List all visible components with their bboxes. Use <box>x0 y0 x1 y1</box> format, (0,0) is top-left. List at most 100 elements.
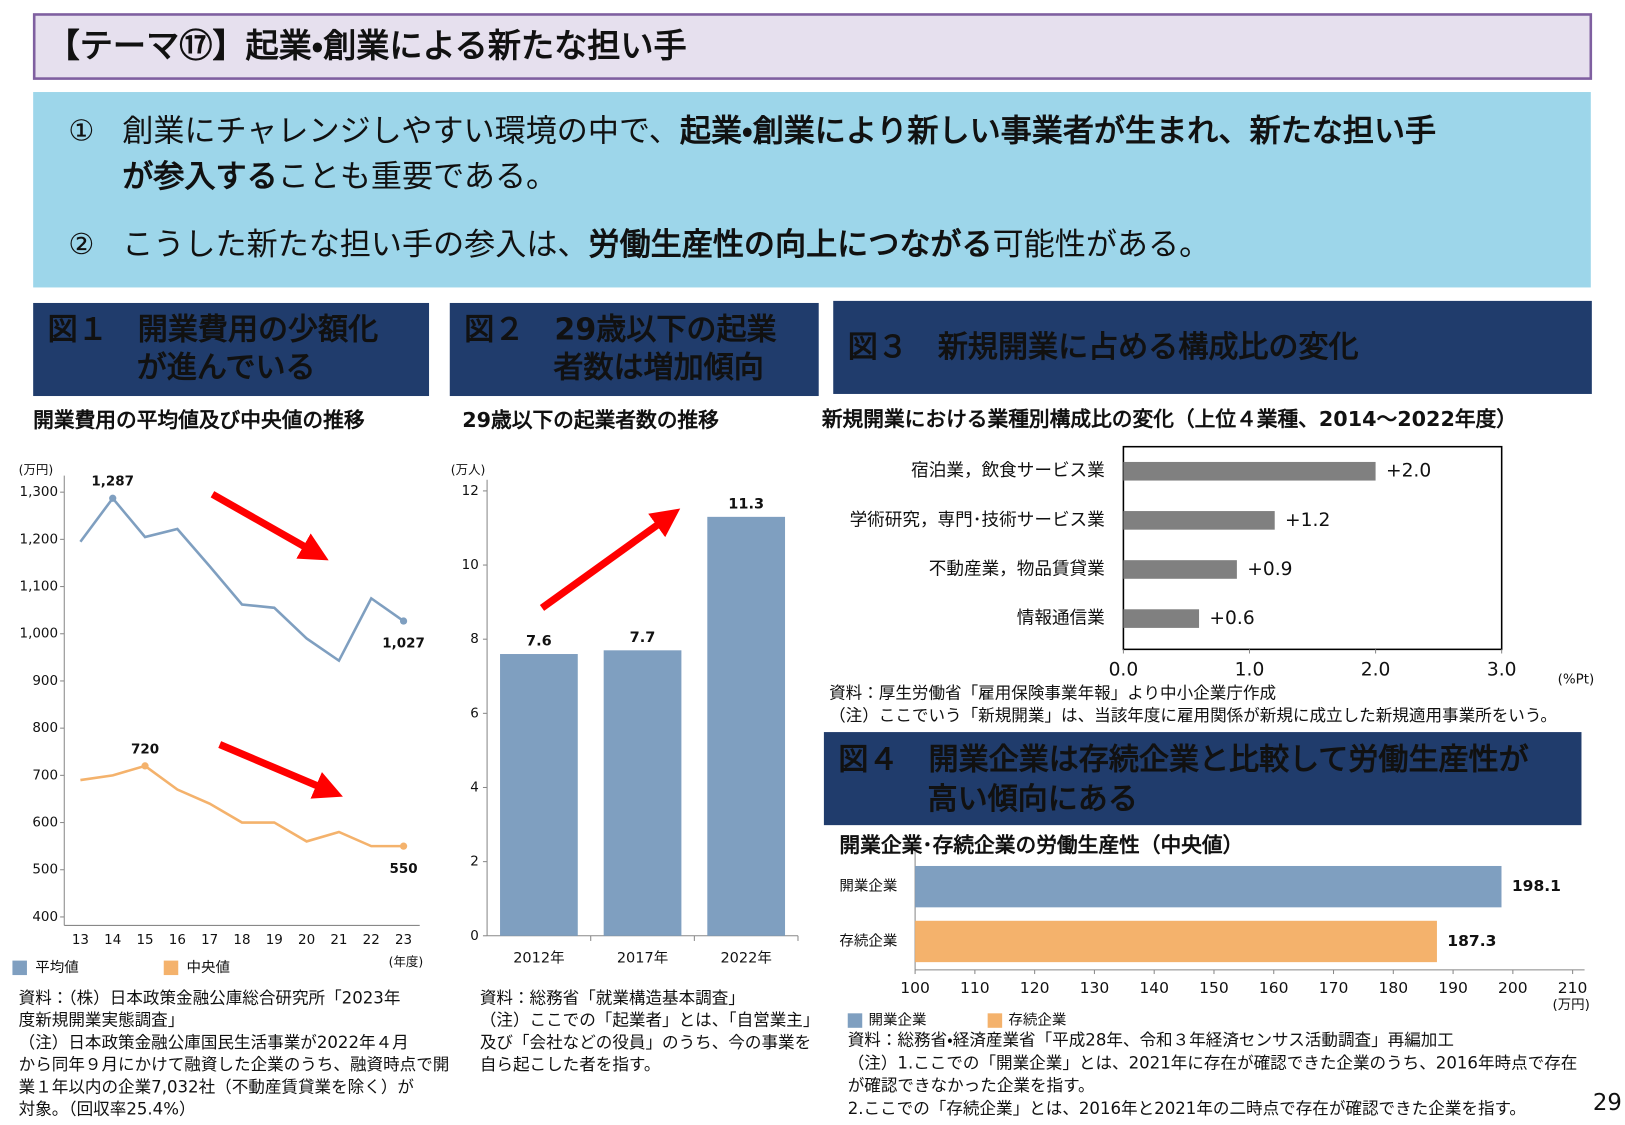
legend-label: 存続企業 <box>1008 1012 1066 1029</box>
point-marker: ② <box>68 227 94 261</box>
x-tick-label: 23 <box>395 933 412 948</box>
plot-frame <box>1122 445 1503 651</box>
y-tick-label: 1,000 <box>20 627 59 642</box>
chart-note: 自ら起こした者を指す。 <box>480 1055 661 1074</box>
x-unit: (年度) <box>389 954 424 969</box>
point-text: 創業にチャレンジしやすい環境の中で、 <box>122 113 680 149</box>
data-label: +2.0 <box>1386 461 1431 482</box>
chart-note: 2.ここでの「存続企業」とは、2016年と2021年の二時点で存在が確認できた企… <box>848 1099 1526 1118</box>
bar <box>915 865 1502 908</box>
chart-note: 資料：総務省「就業構造基本調査」 <box>480 988 745 1007</box>
x-tick-label: 150 <box>1199 979 1229 997</box>
bar <box>915 920 1437 963</box>
y-tick-label: 8 <box>470 632 479 647</box>
figure-heading: が進んでいる <box>137 351 316 386</box>
y-unit: (万人) <box>451 462 486 477</box>
x-tick-label: 19 <box>266 933 283 948</box>
chart-note: 資料：厚生労働省「雇用保険事業年報」より中小企業庁作成 <box>829 683 1276 702</box>
chart-note: 度新規開業実態調査」 <box>19 1011 185 1030</box>
point-text: 可能性がある。 <box>993 227 1211 263</box>
x-tick-label: 2.0 <box>1361 660 1391 681</box>
x-tick-label: 210 <box>1558 979 1588 997</box>
figure-heading: 図４ 開業企業は存続企業と比較して労働生産性が <box>838 743 1528 778</box>
point-marker: ① <box>68 113 94 147</box>
data-label: 187.3 <box>1447 932 1496 950</box>
chart-title: 29歳以下の起業者数の推移 <box>462 408 719 432</box>
chart-note: 対象。（回収率25.4%） <box>19 1100 196 1119</box>
data-label: 1,027 <box>382 637 425 652</box>
x-tick-label: 17 <box>201 933 218 948</box>
bar <box>1123 511 1275 530</box>
figure-heading: 者数は増加傾向 <box>553 351 763 386</box>
page-title: 【テーマ⑰】起業・創業による新たな担い手 <box>47 26 687 65</box>
chart-note: （注）日本政策金融公庫国民生活事業が2022年４月 <box>19 1033 409 1052</box>
y-tick-label: 12 <box>462 484 479 499</box>
x-tick-label: 14 <box>104 933 121 948</box>
trend-arrow <box>210 491 329 561</box>
data-label: 7.7 <box>630 630 656 646</box>
chart-note: が確認できなかった企業を指す。 <box>848 1076 1095 1095</box>
y-tick-label: 10 <box>462 558 479 573</box>
data-label: 1,287 <box>91 475 134 490</box>
chart-note: 及び「会社などの役員」のうち、今の事業を <box>480 1033 811 1052</box>
category-label: 情報通信業 <box>1017 609 1105 629</box>
chart-note: 資料：総務省・経済産業省「平成28年、令和３年経済センサス活動調査」再編加工 <box>848 1031 1454 1050</box>
figure-heading: 図１ 開業費用の少額化 <box>48 312 379 347</box>
data-point <box>399 842 408 850</box>
x-tick-label: 110 <box>960 979 990 997</box>
y-tick-label: 600 <box>32 816 58 831</box>
y-tick-label: 700 <box>32 768 58 783</box>
chart-note: （注）ここでの「起業者」とは、「自営業主」 <box>480 1011 820 1030</box>
chart-title: 開業企業･存続企業の労働生産性（中央値） <box>839 833 1243 857</box>
data-point <box>109 494 117 502</box>
chart-note: から同年９月にかけて融資した企業のうち、融資時点で開 <box>19 1055 450 1074</box>
y-tick-label: 0 <box>470 929 479 944</box>
x-tick-label: 13 <box>72 933 89 948</box>
x-tick-label: 170 <box>1319 979 1349 997</box>
y-tick-label: 800 <box>32 721 58 736</box>
y-tick-label: 500 <box>32 863 58 878</box>
x-tick-label: 120 <box>1020 979 1050 997</box>
x-tick-label: 130 <box>1080 979 1110 997</box>
header-box <box>32 13 1593 80</box>
x-tick-label: 0.0 <box>1109 660 1139 681</box>
legend-label: 開業企業 <box>868 1012 926 1029</box>
bar <box>603 650 682 936</box>
series-line <box>79 496 405 663</box>
y-tick-label: 4 <box>470 780 479 795</box>
data-label: 7.6 <box>526 634 552 650</box>
data-label: 198.1 <box>1512 877 1561 895</box>
summary-box <box>33 92 1591 288</box>
point-line: 創業にチャレンジしやすい環境の中で、起業・創業により新しい事業者が生まれ、新たな… <box>122 113 1436 149</box>
page-number: 29 <box>1593 1090 1622 1116</box>
chart-title: 新規開業における業種別構成比の変化（上位４業種、2014～2022年度） <box>821 407 1517 431</box>
legend-swatch <box>12 960 27 976</box>
chart-note: （注）ここでいう「新規開業」は、当該年度に雇用関係が新規に成立した新規適用事業所… <box>829 706 1557 725</box>
chart-note: 業１年以内の企業7,032社（不動産賃貸業を除く）が <box>19 1077 415 1096</box>
figure-heading-box <box>449 302 819 397</box>
point-text: が参入する <box>122 159 277 195</box>
figure-heading-box <box>33 302 430 397</box>
figure-heading-box <box>833 300 1592 394</box>
x-tick-label: 20 <box>298 933 315 948</box>
y-tick-label: 1,200 <box>20 532 59 547</box>
data-label: +0.9 <box>1247 559 1292 580</box>
bar <box>1123 560 1237 579</box>
x-tick-label: 2017年 <box>617 950 668 967</box>
trend-arrow <box>218 741 343 799</box>
bar <box>500 654 578 936</box>
point-text: こうした新たな担い手の参入は、 <box>122 227 588 263</box>
x-tick-label: 160 <box>1259 979 1289 997</box>
point-text: ことも重要である。 <box>278 159 557 195</box>
x-tick-label: 16 <box>169 933 186 948</box>
legend-label: 平均値 <box>35 959 79 976</box>
figure-heading: 図３ 新規開業に占める構成比の変化 <box>848 330 1359 365</box>
bar <box>707 516 786 936</box>
category-label: 宿泊業，飲食サービス業 <box>911 461 1105 481</box>
legend-swatch <box>163 960 179 976</box>
figure-heading-box <box>823 732 1582 826</box>
bar <box>1123 461 1376 481</box>
x-tick-label: 1.0 <box>1235 660 1265 681</box>
